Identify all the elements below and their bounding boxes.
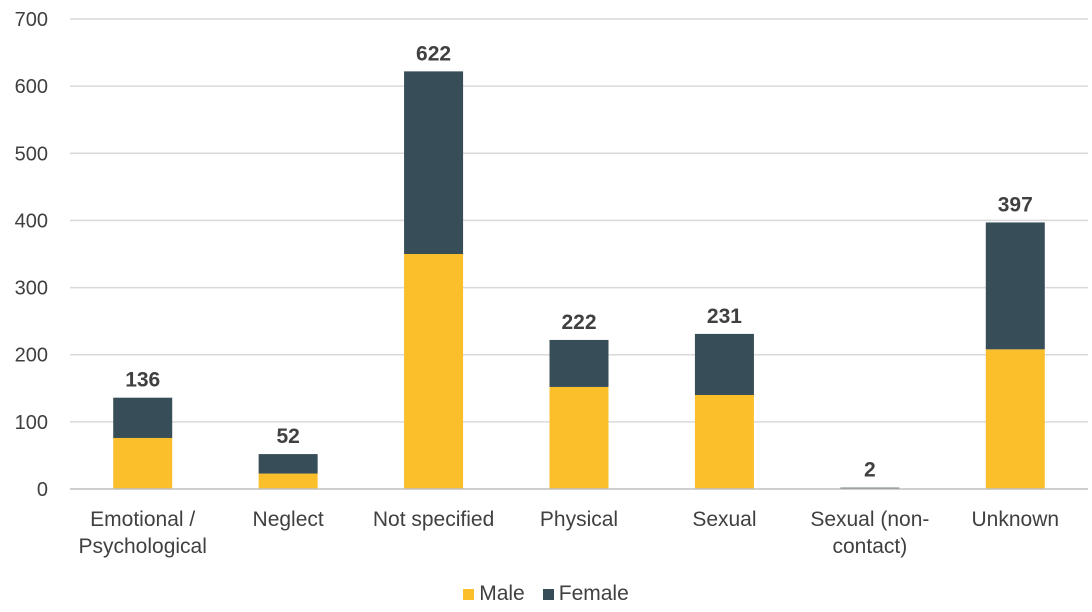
total-label: 222 bbox=[561, 311, 596, 334]
y-tick-label: 0 bbox=[37, 479, 48, 501]
legend-item-male: Male bbox=[463, 582, 525, 606]
total-label: 622 bbox=[416, 42, 451, 65]
total-label: 397 bbox=[998, 193, 1033, 216]
bar-male-2 bbox=[404, 254, 464, 489]
bar-female-0 bbox=[113, 397, 173, 438]
bar-female-6 bbox=[985, 222, 1045, 350]
x-category-label: Sexual bbox=[692, 508, 756, 531]
y-tick-label: 700 bbox=[15, 9, 48, 31]
total-label: 231 bbox=[707, 305, 742, 328]
x-category-label: Emotional / bbox=[90, 508, 195, 531]
bar-male-4 bbox=[694, 395, 754, 489]
total-labels: 136 52 622 222 231 2 397 bbox=[125, 42, 1033, 481]
stacked-bar-chart: 0 100 200 300 400 500 600 700 136 52 622 222 231 2 39… bbox=[15, 9, 1088, 558]
legend-item-female: Female bbox=[542, 582, 629, 606]
bar-male-1 bbox=[258, 473, 318, 489]
bars bbox=[113, 71, 1045, 489]
bar-female-3 bbox=[549, 339, 609, 387]
x-axis: Emotional / Psychological Neglect Not speci… bbox=[70, 488, 1088, 558]
x-category-label: Sexual (non- bbox=[810, 508, 929, 531]
bar-male-3 bbox=[549, 386, 609, 489]
total-label: 136 bbox=[125, 369, 160, 392]
y-tick-label: 500 bbox=[15, 143, 48, 165]
y-axis: 0 100 200 300 400 500 600 700 bbox=[15, 9, 48, 501]
bar-male-0 bbox=[113, 437, 173, 489]
x-category-label: contact) bbox=[833, 535, 908, 558]
y-tick-label: 100 bbox=[15, 412, 48, 434]
gridlines bbox=[70, 18, 1088, 423]
bar-female-1 bbox=[258, 454, 318, 474]
x-category-label: Psychological bbox=[79, 535, 207, 558]
x-category-label: Neglect bbox=[253, 508, 324, 531]
x-category-label: Not specified bbox=[373, 508, 494, 531]
bar-male-6 bbox=[985, 349, 1045, 489]
legend: Male Female bbox=[0, 582, 1092, 606]
bar-female-2 bbox=[404, 71, 464, 254]
y-tick-label: 400 bbox=[15, 210, 48, 232]
legend-label-female: Female bbox=[558, 582, 629, 605]
y-tick-label: 200 bbox=[15, 345, 48, 367]
y-tick-label: 300 bbox=[15, 278, 48, 300]
y-tick-label: 600 bbox=[15, 76, 48, 98]
legend-swatch-male bbox=[463, 588, 475, 600]
x-category-label: Unknown bbox=[972, 508, 1060, 531]
legend-swatch-female bbox=[542, 588, 554, 600]
total-label: 2 bbox=[864, 459, 876, 482]
bar-female-4 bbox=[694, 333, 754, 395]
total-label: 52 bbox=[276, 425, 299, 448]
x-category-label: Physical bbox=[540, 508, 618, 531]
legend-label-male: Male bbox=[479, 582, 525, 605]
